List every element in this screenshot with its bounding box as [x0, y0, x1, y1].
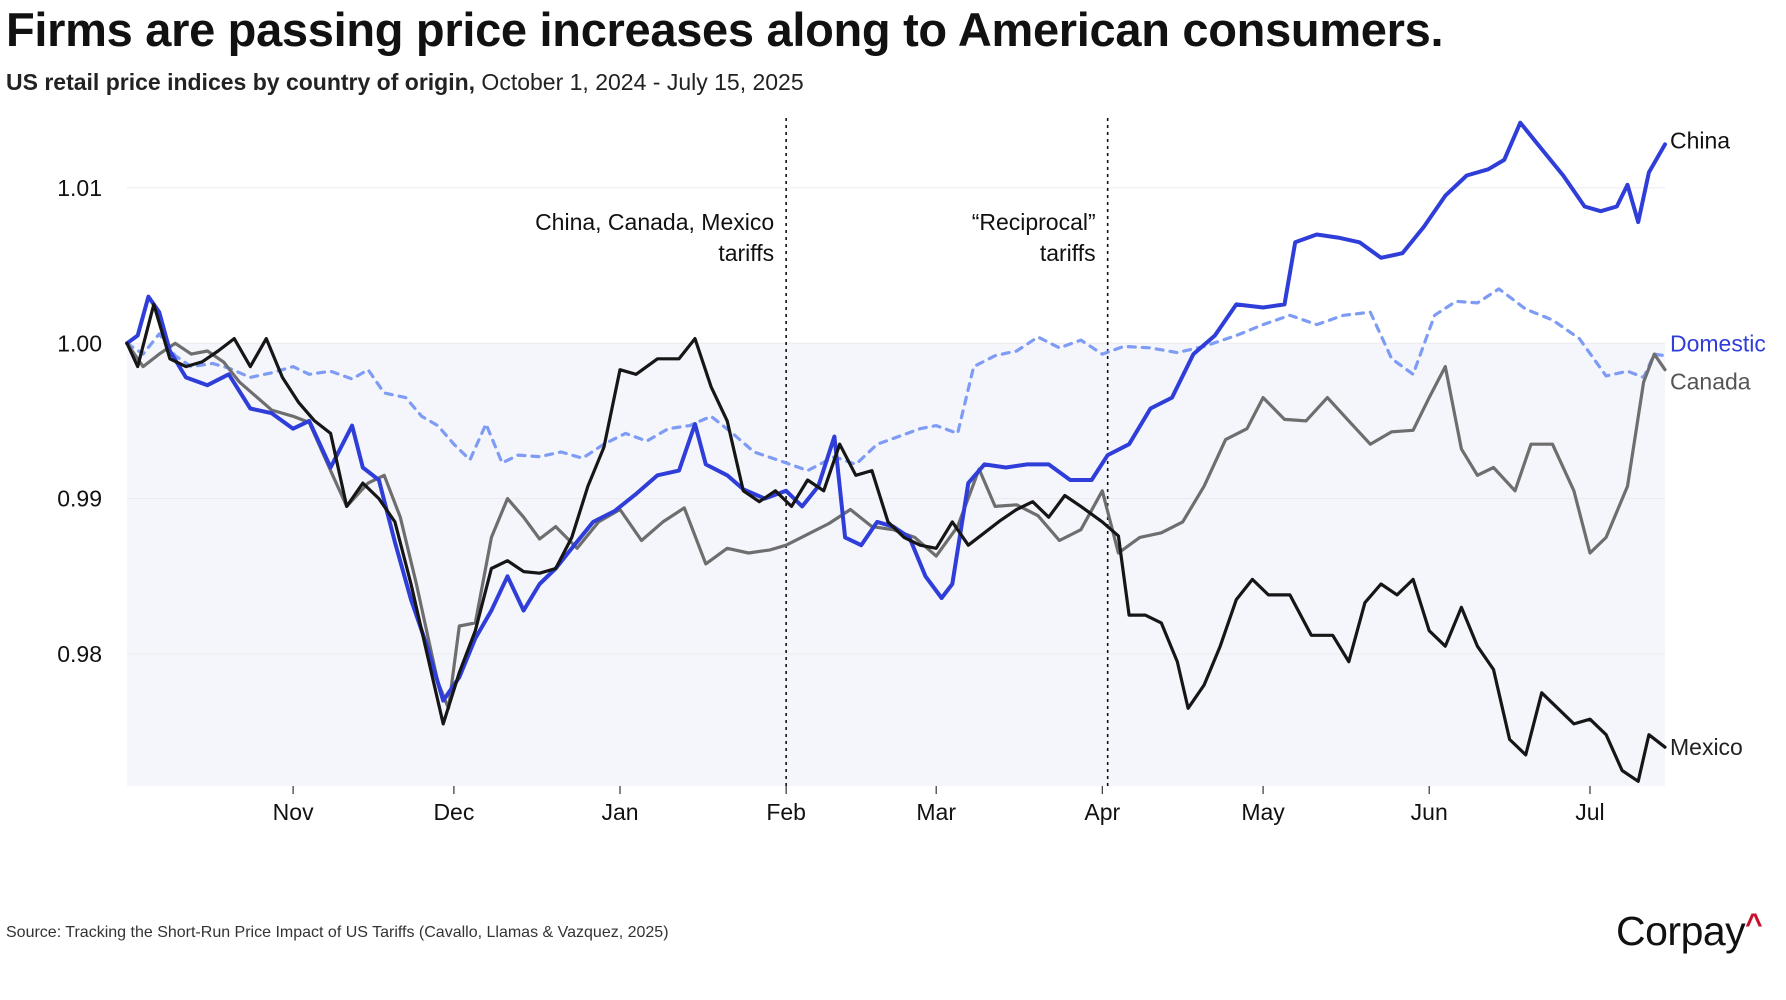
x-tick-label: Apr — [1084, 799, 1120, 825]
logo-wordmark: Corpay — [1616, 908, 1746, 954]
x-tick-label: Feb — [766, 799, 806, 825]
subtitle-date-range: October 1, 2024 - July 15, 2025 — [475, 69, 804, 95]
x-tick-label: Jan — [601, 799, 638, 825]
series-line-china — [125, 120, 1667, 703]
series-line-mexico — [125, 302, 1667, 783]
source-note: Source: Tracking the Short-Run Price Imp… — [6, 924, 669, 941]
chart-title: Firms are passing price increases along … — [6, 3, 1444, 56]
shaded-band — [127, 343, 1665, 786]
annotation-text: “Reciprocal” — [972, 209, 1096, 235]
series-label-mexico: Mexico — [1670, 734, 1743, 760]
series-label-domestic: Domestic — [1670, 331, 1766, 357]
x-tick-label: Jun — [1411, 799, 1448, 825]
x-tick-label: Nov — [273, 799, 314, 825]
annotation-text: tariffs — [718, 240, 774, 266]
x-tick-label: Dec — [433, 799, 474, 825]
x-tick-label: May — [1241, 799, 1285, 825]
series-label-canada: Canada — [1670, 369, 1751, 395]
corpay-logo: Corpay^ — [1616, 908, 1763, 955]
logo-caret-icon: ^ — [1745, 908, 1763, 941]
y-tick-label: 0.98 — [57, 641, 102, 667]
chart-subtitle: US retail price indices by country of or… — [6, 69, 804, 96]
y-tick-label: 0.99 — [57, 486, 102, 512]
y-tick-label: 1.01 — [57, 175, 102, 201]
x-tick-label: Jul — [1575, 799, 1604, 825]
subtitle-strong: US retail price indices by country of or… — [6, 69, 476, 95]
series-label-china: China — [1670, 127, 1730, 153]
annotation-text: China, Canada, Mexico — [535, 209, 774, 235]
y-tick-label: 1.00 — [57, 330, 102, 356]
x-tick-label: Mar — [916, 799, 956, 825]
series-line-domestic — [125, 287, 1667, 473]
annotation-text: tariffs — [1040, 240, 1096, 266]
